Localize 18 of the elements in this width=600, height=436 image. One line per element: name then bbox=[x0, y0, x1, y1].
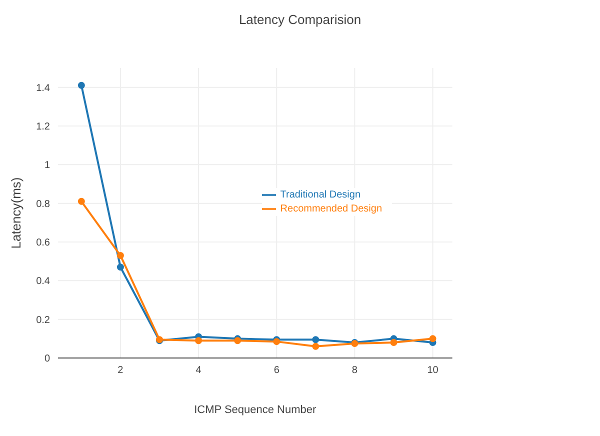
y-axis-title: Latency(ms) bbox=[8, 177, 24, 249]
x-tick-label: 4 bbox=[196, 365, 202, 376]
y-tick-label: 0.2 bbox=[36, 314, 50, 326]
y-tick-label: 0.8 bbox=[36, 198, 50, 210]
x-axis-title: ICMP Sequence Number bbox=[194, 404, 317, 416]
y-tick-label: 1.4 bbox=[36, 82, 50, 94]
x-tick-label: 2 bbox=[118, 365, 124, 376]
x-tick-label: 6 bbox=[274, 365, 280, 376]
y-tick-label: 1.2 bbox=[36, 122, 50, 133]
y-tick-label: 0.4 bbox=[36, 276, 50, 288]
y-tick-label: 1 bbox=[44, 160, 50, 172]
y-tick-label: 0.6 bbox=[36, 238, 50, 249]
x-tick-label: 10 bbox=[427, 365, 439, 376]
y-tick-label: 0 bbox=[44, 354, 50, 365]
legend-label: Traditional Design bbox=[280, 190, 361, 201]
chart-title: Latency Comparision bbox=[238, 12, 362, 27]
legend-label: Recommended Design bbox=[280, 204, 382, 215]
x-tick-label: 8 bbox=[352, 365, 358, 376]
